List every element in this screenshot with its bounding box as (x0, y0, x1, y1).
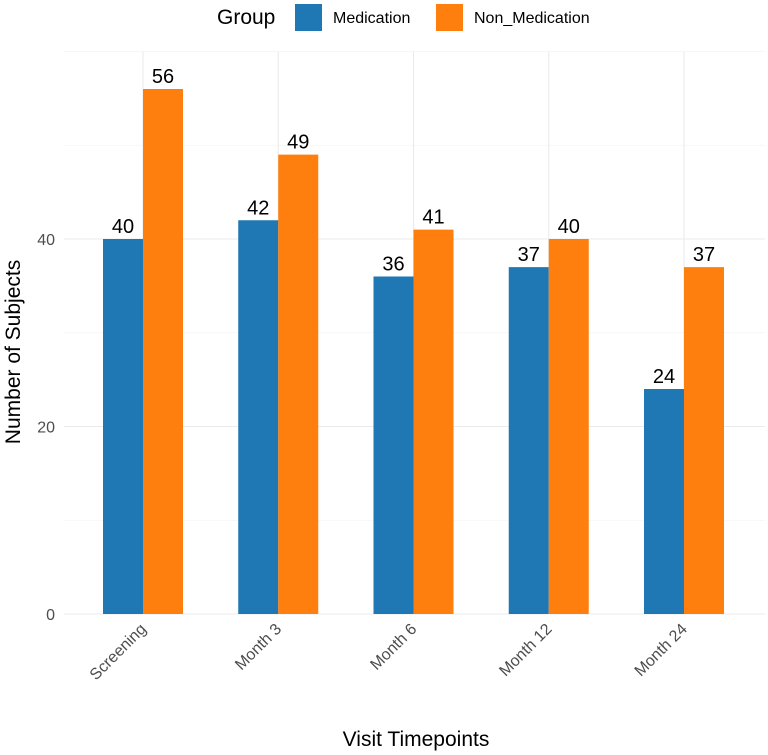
y-tick-label: 20 (37, 420, 55, 437)
data-labels: 40 42 36 37 24 56 49 41 40 37 (112, 66, 715, 388)
bar-non-medication-month-24 (684, 267, 724, 614)
legend-label-non-medication: Non_Medication (474, 10, 590, 27)
legend: Group Medication Non_Medication (217, 4, 590, 31)
bar-medication-month-6 (373, 276, 414, 614)
data-label-non-medication-screening: 56 (152, 66, 174, 88)
data-label-medication-screening: 40 (112, 216, 134, 238)
x-tick-label-month-6: Month 6 (367, 621, 420, 674)
x-axis-title: Visit Timepoints (343, 728, 490, 751)
x-axis-ticks: Screening Month 3 Month 6 Month 12 Month 24 (87, 621, 691, 684)
y-axis-title: Number of Subjects (2, 260, 25, 444)
data-label-non-medication-month-3: 49 (287, 132, 309, 154)
data-label-medication-month-24: 24 (653, 366, 675, 388)
bar-non-medication-month-6 (413, 229, 454, 614)
data-label-non-medication-month-24: 37 (693, 244, 715, 266)
bar-non-medication-screening (143, 89, 183, 614)
bar-medication-month-3 (238, 220, 279, 614)
y-axis-ticks: 0 20 40 (37, 232, 55, 624)
legend-swatch-non-medication (436, 4, 463, 31)
x-tick-label-screening: Screening (87, 621, 150, 684)
bar-medication-screening (103, 239, 143, 614)
data-label-medication-month-6: 36 (382, 254, 404, 276)
bar-medication-month-24 (644, 389, 684, 614)
legend-label-medication: Medication (333, 10, 410, 27)
data-label-non-medication-month-12: 40 (558, 216, 580, 238)
data-label-non-medication-month-6: 41 (422, 207, 444, 229)
bars (103, 89, 724, 614)
y-tick-label: 0 (46, 607, 55, 624)
bar-medication-month-12 (508, 267, 549, 614)
legend-title: Group (217, 6, 275, 29)
bar-non-medication-month-3 (278, 154, 319, 614)
legend-swatch-medication (295, 4, 322, 31)
y-tick-label: 40 (37, 232, 55, 249)
x-tick-label-month-24: Month 24 (632, 621, 691, 680)
x-tick-label-month-3: Month 3 (232, 621, 285, 674)
data-label-medication-month-12: 37 (518, 244, 540, 266)
x-tick-label-month-12: Month 12 (496, 621, 555, 680)
data-label-medication-month-3: 42 (247, 197, 269, 219)
bar-non-medication-month-12 (548, 239, 589, 614)
